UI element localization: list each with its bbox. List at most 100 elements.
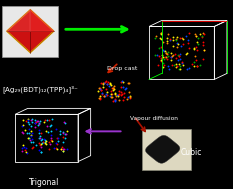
Point: [115, 93, 119, 96]
Point: [39, 143, 43, 146]
Point: [56, 137, 59, 140]
Point: [24, 146, 28, 149]
Point: [160, 58, 163, 61]
Point: [102, 85, 105, 88]
Point: [186, 39, 190, 42]
Point: [20, 131, 24, 134]
Polygon shape: [7, 10, 54, 53]
Point: [166, 54, 170, 57]
Point: [194, 35, 198, 38]
Point: [107, 85, 110, 88]
Point: [49, 129, 53, 132]
Point: [37, 122, 41, 125]
Point: [196, 43, 200, 46]
Point: [174, 37, 178, 40]
Point: [117, 98, 121, 101]
Point: [113, 91, 117, 94]
Point: [48, 148, 51, 151]
Point: [192, 46, 195, 50]
Point: [105, 93, 109, 96]
Point: [31, 145, 34, 148]
Point: [194, 34, 198, 37]
Point: [174, 63, 178, 66]
Point: [27, 131, 31, 134]
Point: [103, 80, 107, 83]
Point: [34, 144, 38, 147]
Point: [110, 95, 114, 98]
Point: [58, 133, 61, 136]
Point: [202, 48, 206, 51]
Point: [22, 119, 25, 122]
Point: [54, 127, 58, 130]
Point: [168, 39, 172, 42]
Point: [161, 48, 164, 51]
Point: [27, 122, 31, 125]
Point: [158, 37, 161, 40]
Point: [165, 52, 169, 55]
Point: [160, 31, 163, 34]
Point: [200, 34, 204, 37]
FancyBboxPatch shape: [142, 129, 191, 170]
Point: [178, 67, 182, 70]
Point: [29, 133, 33, 136]
Point: [153, 36, 157, 39]
Point: [61, 147, 65, 150]
Point: [43, 139, 47, 142]
Point: [171, 38, 175, 41]
Point: [125, 98, 129, 101]
Point: [201, 43, 205, 46]
Point: [165, 41, 169, 44]
Text: Drop cast: Drop cast: [107, 67, 137, 71]
Point: [20, 149, 24, 152]
Point: [196, 36, 200, 40]
Point: [127, 90, 131, 93]
Point: [61, 135, 65, 138]
Point: [175, 64, 179, 67]
Point: [170, 54, 174, 57]
Point: [120, 93, 124, 96]
Point: [26, 137, 30, 140]
Point: [157, 47, 161, 50]
Point: [116, 94, 120, 97]
Point: [162, 50, 165, 53]
Point: [45, 125, 49, 128]
Point: [64, 136, 67, 139]
Point: [169, 56, 173, 59]
Point: [201, 31, 205, 34]
Point: [176, 59, 179, 62]
Point: [198, 33, 202, 36]
FancyBboxPatch shape: [2, 6, 58, 57]
Point: [171, 35, 175, 38]
Point: [128, 94, 132, 97]
Point: [179, 45, 182, 48]
Point: [111, 89, 115, 92]
Point: [177, 63, 181, 66]
Point: [54, 146, 58, 149]
Point: [37, 123, 40, 126]
Point: [153, 53, 156, 57]
Point: [195, 64, 199, 67]
Point: [29, 134, 33, 137]
Point: [156, 63, 160, 66]
Point: [34, 121, 38, 124]
Point: [187, 67, 191, 70]
Point: [108, 95, 112, 98]
Point: [155, 54, 159, 57]
Point: [56, 139, 60, 142]
Point: [117, 90, 121, 93]
Point: [177, 55, 181, 58]
Point: [99, 88, 103, 91]
Point: [99, 81, 103, 84]
Point: [45, 119, 49, 122]
Point: [100, 92, 104, 95]
Point: [178, 36, 182, 39]
Point: [65, 147, 69, 150]
Point: [44, 143, 48, 146]
Point: [30, 138, 34, 141]
Point: [30, 118, 34, 121]
Point: [37, 137, 41, 140]
Point: [119, 81, 123, 84]
Point: [169, 51, 173, 54]
Point: [121, 81, 125, 84]
Point: [167, 32, 170, 35]
